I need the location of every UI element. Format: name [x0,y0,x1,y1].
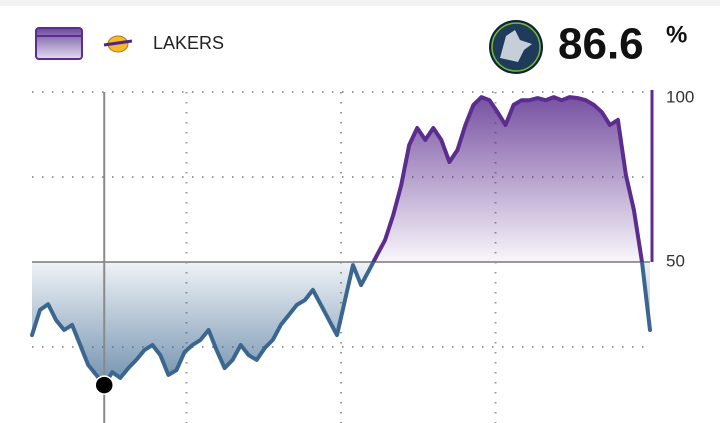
y-tick-label: 100 [666,87,694,106]
wolves-logo [489,20,543,74]
legend-swatch [35,27,83,60]
y-tick-label: 50 [666,251,685,270]
win-probability-unit: % [666,21,687,48]
win-probability: 86.6 [558,20,644,69]
line [30,95,652,388]
top-bar [0,0,720,6]
lakers-logo [103,35,133,53]
legend: LAKERS [35,27,224,60]
area [32,97,650,386]
team-name: LAKERS [153,33,224,53]
highlight-point [94,375,114,395]
